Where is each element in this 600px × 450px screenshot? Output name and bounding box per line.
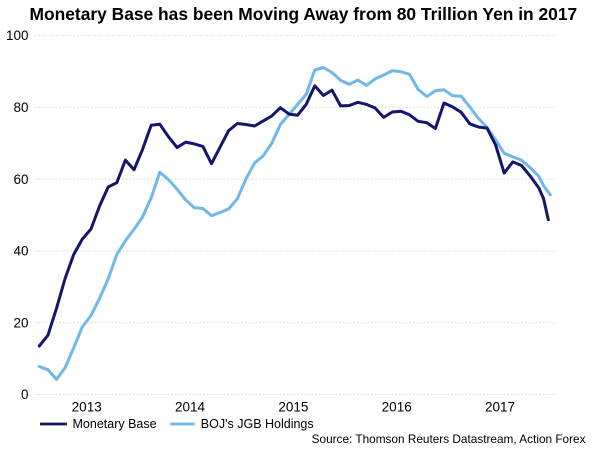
svg-text:100: 100 xyxy=(6,28,29,43)
svg-text:Monetary Base has been Moving: Monetary Base has been Moving Away from … xyxy=(30,4,578,24)
svg-text:2013: 2013 xyxy=(72,400,102,415)
svg-text:2017: 2017 xyxy=(485,400,515,415)
svg-text:BOJ's JGB Holdings: BOJ's JGB Holdings xyxy=(201,417,314,431)
svg-text:80: 80 xyxy=(13,100,28,115)
svg-text:40: 40 xyxy=(13,244,28,259)
svg-text:Source: Thomson Reuters Datast: Source: Thomson Reuters Datastream, Acti… xyxy=(312,432,586,446)
svg-text:Monetary Base: Monetary Base xyxy=(73,417,157,431)
svg-text:20: 20 xyxy=(13,315,28,330)
svg-text:60: 60 xyxy=(13,172,28,187)
svg-text:2014: 2014 xyxy=(175,400,206,415)
svg-text:2016: 2016 xyxy=(382,400,412,415)
svg-text:2015: 2015 xyxy=(278,400,308,415)
svg-text:0: 0 xyxy=(21,387,29,402)
